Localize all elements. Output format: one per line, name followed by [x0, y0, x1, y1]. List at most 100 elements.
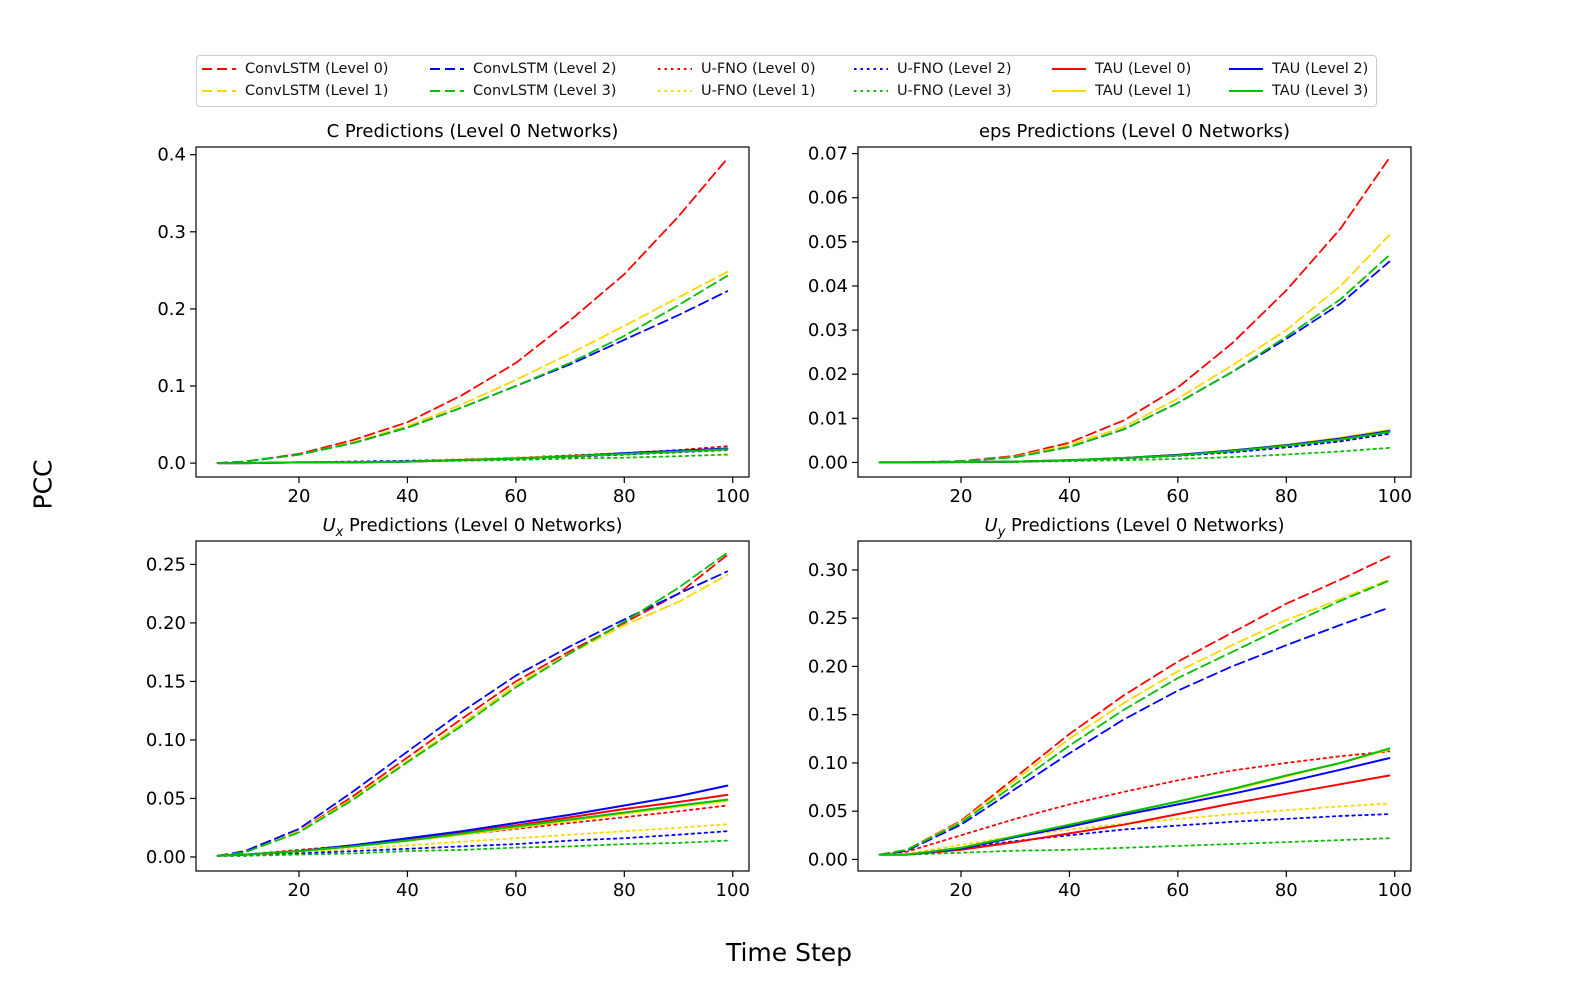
- series-line: [216, 157, 729, 465]
- legend-item: TAU (Level 1): [1051, 81, 1191, 101]
- legend-swatch: [430, 90, 464, 92]
- series-line: [878, 606, 1391, 856]
- y-tick-label: 0.07: [808, 144, 848, 165]
- chart-title-text: Predictions (Level 0 Networks): [343, 515, 622, 536]
- legend-item: TAU (Level 3): [1228, 81, 1368, 101]
- series-line: [878, 774, 1391, 856]
- chart-title-subscript: y: [997, 525, 1006, 540]
- legend-swatch: [1229, 90, 1263, 92]
- series-line: [878, 802, 1391, 856]
- series-line: [216, 784, 729, 857]
- legend-swatch: [1052, 90, 1086, 92]
- series-line: [216, 793, 729, 857]
- y-tick-label: 0.4: [157, 145, 186, 166]
- legend-item: ConvLSTM (Level 2): [429, 59, 616, 79]
- series-line: [878, 579, 1391, 856]
- x-tick-label: 40: [1058, 880, 1081, 901]
- series-line: [878, 432, 1391, 464]
- series-line: [216, 839, 729, 857]
- legend-label: U-FNO (Level 2): [897, 61, 1012, 77]
- series-line: [216, 448, 729, 465]
- x-tick-label: 60: [504, 486, 527, 507]
- series-line: [878, 555, 1391, 856]
- series-line: [216, 274, 729, 465]
- chart-frame: [857, 540, 1412, 872]
- legend-item: ConvLSTM (Level 0): [201, 59, 388, 79]
- y-tick-label: 0.01: [808, 408, 848, 429]
- series-line: [878, 430, 1391, 464]
- y-tick-label: 0.05: [808, 801, 848, 822]
- y-tick-label: 0.15: [146, 671, 186, 692]
- series-line: [216, 823, 729, 857]
- series-line: [878, 757, 1391, 856]
- legend-label: U-FNO (Level 1): [701, 83, 816, 99]
- chart-frame: [195, 146, 750, 478]
- series-line: [216, 554, 729, 857]
- series-line: [216, 574, 729, 857]
- x-tick-label: 20: [950, 880, 973, 901]
- series-line: [216, 448, 729, 465]
- y-tick-label: 0.02: [808, 364, 848, 385]
- chart-title: C Predictions (Level 0 Networks): [327, 121, 619, 142]
- chart-title: eps Predictions (Level 0 Networks): [979, 121, 1290, 142]
- y-tick-label: 0.20: [808, 656, 848, 677]
- legend-label: ConvLSTM (Level 1): [245, 83, 389, 99]
- legend-item: U-FNO (Level 3): [853, 81, 1011, 101]
- x-tick-label: 60: [1166, 880, 1189, 901]
- chart-title: Ux Predictions (Level 0 Networks): [322, 515, 622, 540]
- legend-swatch: [1229, 68, 1263, 70]
- chart-title-variable: U: [322, 515, 335, 536]
- y-tick-label: 0.2: [157, 299, 186, 320]
- series-line: [878, 428, 1391, 464]
- series-line: [216, 798, 729, 857]
- x-tick-label: 40: [396, 486, 419, 507]
- x-tick-label: 20: [950, 486, 973, 507]
- legend-item: U-FNO (Level 2): [853, 59, 1011, 79]
- series-line: [878, 813, 1391, 856]
- legend-label: U-FNO (Level 3): [897, 83, 1012, 99]
- series-line: [216, 270, 729, 465]
- chart-title: Uy Predictions (Level 0 Networks): [984, 515, 1284, 540]
- chart-frame: [195, 540, 750, 872]
- y-tick-label: 0.0: [157, 453, 186, 474]
- series-line: [878, 578, 1391, 856]
- chart-panel-1: eps Predictions (Level 0 Networks) 20 40 60…: [808, 121, 1412, 507]
- series-line: [216, 830, 729, 857]
- series-line: [878, 157, 1391, 464]
- series-line: [216, 551, 729, 857]
- y-tick-label: 0.10: [808, 753, 848, 774]
- chart-panel-0: C Predictions (Level 0 Networks) 20 40 60 80…: [157, 121, 750, 507]
- legend-swatch: [202, 68, 236, 70]
- series-line: [878, 750, 1391, 856]
- chart-frame: [857, 146, 1412, 478]
- y-tick-label: 0.20: [146, 613, 186, 634]
- y-tick-label: 0.25: [808, 608, 848, 629]
- x-tick-label: 100: [1378, 486, 1412, 507]
- x-tick-label: 60: [504, 880, 527, 901]
- series-line: [216, 447, 729, 465]
- legend-label: TAU (Level 3): [1272, 83, 1369, 99]
- series-line: [878, 748, 1391, 856]
- x-tick-label: 80: [613, 486, 636, 507]
- y-tick-label: 0.00: [146, 847, 186, 868]
- y-tick-label: 0.03: [808, 320, 848, 341]
- series-line: [878, 747, 1391, 856]
- series-line: [216, 448, 729, 465]
- chart-title-subscript: x: [335, 525, 344, 540]
- x-tick-label: 40: [396, 880, 419, 901]
- legend-item: U-FNO (Level 0): [657, 59, 815, 79]
- y-tick-label: 0.30: [808, 560, 848, 581]
- y-tick-label: 0.3: [157, 222, 186, 243]
- y-tick-label: 0.1: [157, 376, 186, 397]
- series-line: [216, 445, 729, 465]
- legend-label: ConvLSTM (Level 2): [473, 61, 617, 77]
- legend-item: U-FNO (Level 1): [657, 81, 815, 101]
- legend-item: TAU (Level 2): [1228, 59, 1368, 79]
- x-tick-label: 100: [716, 486, 750, 507]
- legend: ConvLSTM (Level 0) ConvLSTM (Level 1) Conv…: [196, 55, 1377, 107]
- series-line: [878, 431, 1391, 464]
- legend-label: U-FNO (Level 0): [701, 61, 816, 77]
- y-tick-label: 0.25: [146, 554, 186, 575]
